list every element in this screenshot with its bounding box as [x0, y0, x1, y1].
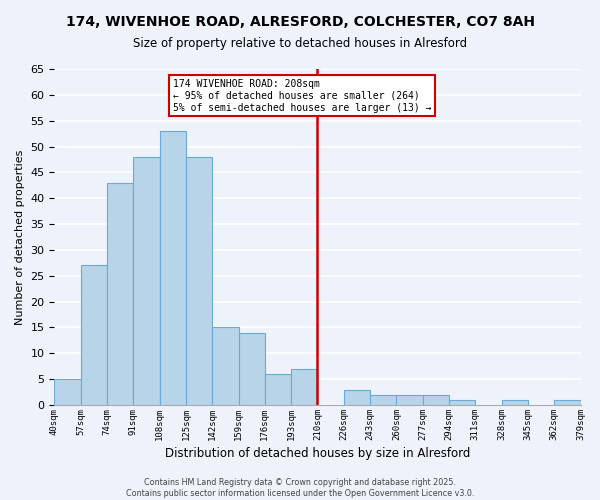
Bar — [370, 394, 397, 405]
Bar — [422, 394, 449, 405]
Bar — [107, 182, 133, 405]
Text: 174 WIVENHOE ROAD: 208sqm
← 95% of detached houses are smaller (264)
5% of semi-: 174 WIVENHOE ROAD: 208sqm ← 95% of detac… — [173, 80, 431, 112]
Text: 174, WIVENHOE ROAD, ALRESFORD, COLCHESTER, CO7 8AH: 174, WIVENHOE ROAD, ALRESFORD, COLCHESTE… — [65, 15, 535, 29]
Bar — [502, 400, 528, 405]
Bar — [133, 157, 160, 405]
Bar — [239, 332, 265, 405]
Bar — [554, 400, 581, 405]
Bar — [291, 369, 317, 405]
Bar — [186, 157, 212, 405]
Text: Contains HM Land Registry data © Crown copyright and database right 2025.
Contai: Contains HM Land Registry data © Crown c… — [126, 478, 474, 498]
Bar — [344, 390, 370, 405]
Bar — [160, 131, 186, 405]
Bar — [265, 374, 291, 405]
Text: Size of property relative to detached houses in Alresford: Size of property relative to detached ho… — [133, 38, 467, 51]
Bar — [397, 394, 422, 405]
Bar — [55, 379, 81, 405]
X-axis label: Distribution of detached houses by size in Alresford: Distribution of detached houses by size … — [165, 447, 470, 460]
Y-axis label: Number of detached properties: Number of detached properties — [15, 150, 25, 324]
Bar — [449, 400, 475, 405]
Bar — [81, 266, 107, 405]
Bar — [212, 328, 239, 405]
